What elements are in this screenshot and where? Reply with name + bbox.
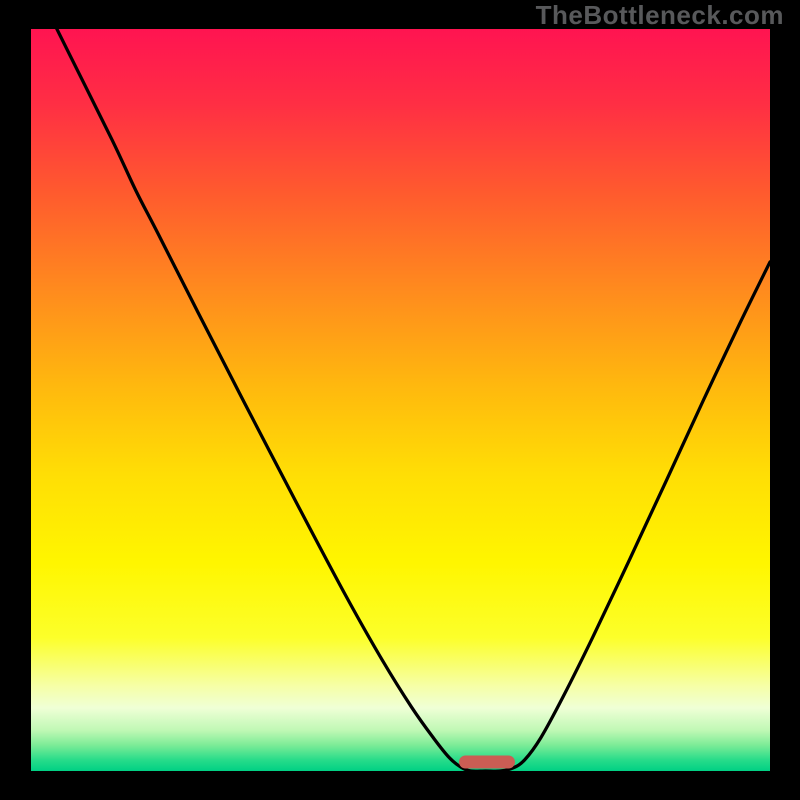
gradient-field xyxy=(31,29,770,771)
chart-stage: TheBottleneck.com xyxy=(0,0,800,800)
optimum-marker xyxy=(459,756,515,769)
watermark-text: TheBottleneck.com xyxy=(536,0,784,31)
bottleneck-chart xyxy=(0,0,800,800)
